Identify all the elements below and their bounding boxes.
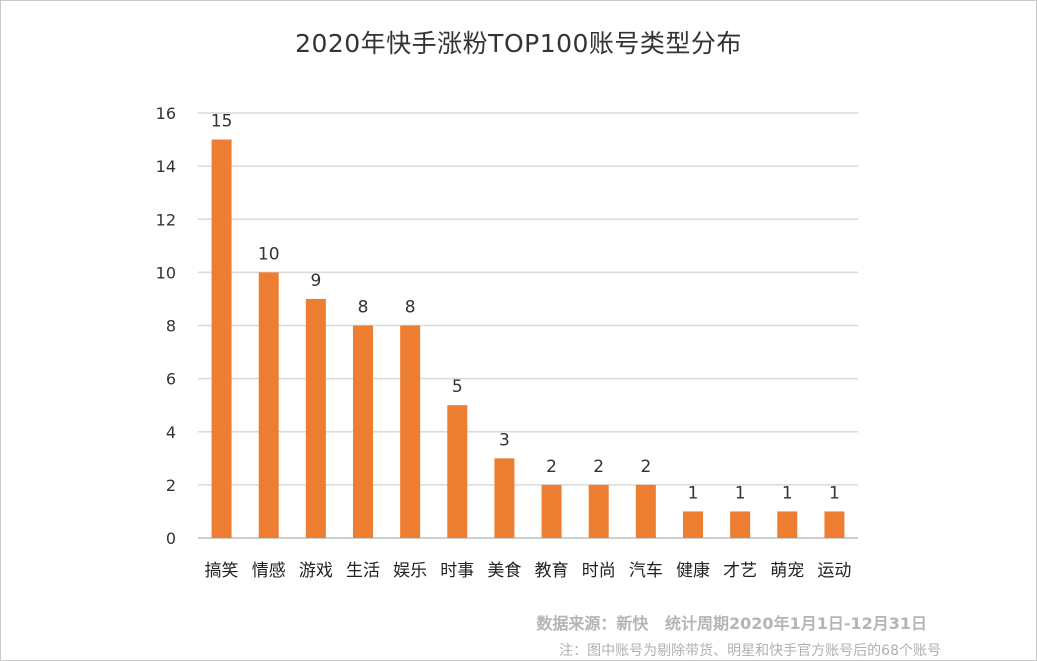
bar (258, 272, 279, 538)
data-source-text: 数据来源：新快 统计周期2020年1月1日-12月31日 (536, 614, 927, 633)
data-label: 10 (258, 244, 280, 264)
bar (494, 458, 515, 538)
bar (824, 511, 845, 538)
data-label: 9 (310, 271, 321, 291)
y-tick-label: 6 (166, 370, 176, 389)
data-label: 1 (782, 483, 793, 503)
x-tick-label: 情感 (252, 561, 286, 581)
x-tick-label: 萌宠 (770, 561, 804, 581)
data-label: 5 (452, 377, 463, 397)
data-label: 3 (499, 430, 510, 450)
y-tick-label: 4 (166, 423, 176, 442)
bar (777, 511, 798, 538)
bar (447, 405, 468, 538)
data-label: 1 (688, 483, 699, 503)
x-tick-label: 生活 (346, 561, 380, 581)
x-tick-label: 搞笑 (205, 561, 239, 581)
y-tick-label: 16 (156, 104, 176, 123)
x-tick-label: 汽车 (629, 561, 663, 581)
bar (211, 139, 232, 538)
x-tick-label: 才艺 (723, 561, 757, 581)
bar (353, 325, 373, 538)
x-tick-label: 教育 (535, 561, 569, 581)
x-tick-label: 健康 (676, 561, 710, 581)
data-label: 1 (735, 483, 746, 503)
footnote-text: 注：图中账号为剔除带货、明星和快手官方账号后的68个账号 (559, 643, 941, 659)
x-tick-label: 娱乐 (393, 561, 427, 581)
data-label: 8 (358, 298, 369, 318)
y-tick-label: 2 (166, 476, 176, 495)
data-label: 1 (829, 483, 840, 503)
y-tick-label: 12 (156, 210, 176, 229)
chart-title: 2020年快手涨粉TOP100账号类型分布 (295, 29, 742, 58)
x-tick-label: 运动 (817, 561, 851, 581)
data-label: 15 (211, 112, 233, 132)
bar (635, 484, 656, 538)
y-tick-label: 14 (156, 157, 176, 176)
y-tick-label: 0 (166, 529, 176, 548)
y-tick-label: 10 (156, 263, 176, 282)
bar (683, 511, 703, 538)
bar (730, 511, 751, 538)
data-label: 2 (546, 457, 557, 477)
data-label: 8 (405, 298, 416, 318)
bar (305, 298, 326, 538)
bar (400, 325, 421, 538)
bar (541, 484, 562, 538)
x-tick-label: 时尚 (582, 561, 616, 581)
data-label: 2 (593, 457, 604, 477)
x-tick-label: 美食 (487, 561, 521, 581)
bar (588, 484, 609, 538)
y-tick-label: 8 (166, 317, 176, 336)
x-tick-label: 游戏 (299, 561, 333, 581)
data-label: 2 (640, 457, 651, 477)
x-tick-label: 时事 (440, 561, 474, 581)
